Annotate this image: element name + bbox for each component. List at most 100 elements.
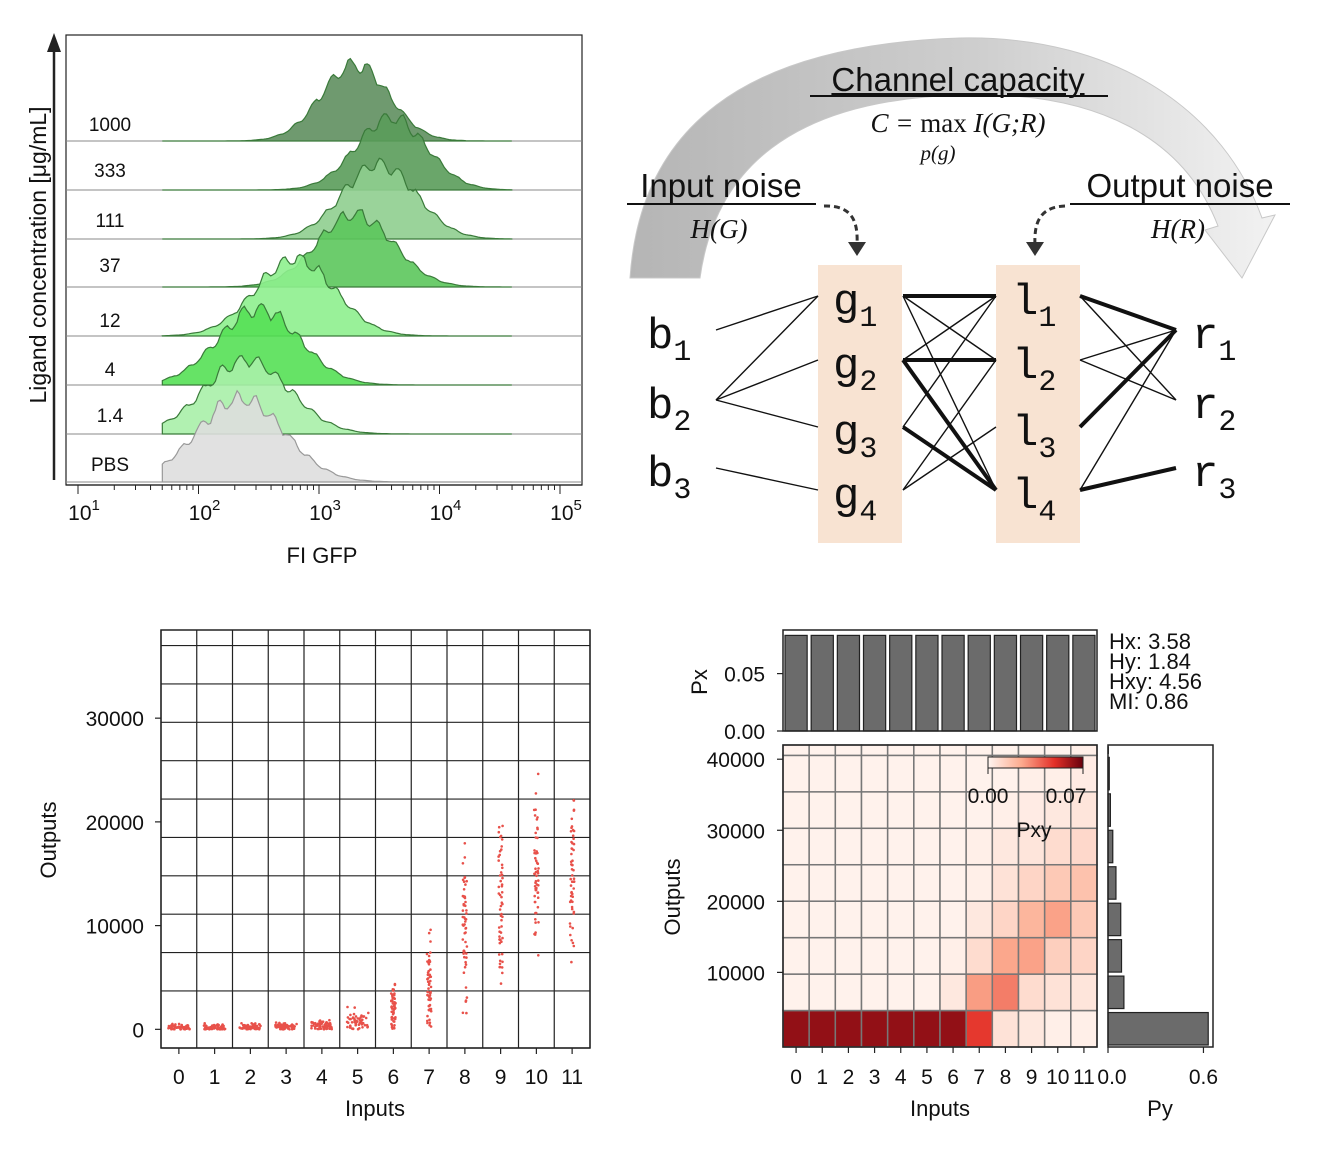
scatter-point [535,874,538,878]
scatter-x-tick-label: 7 [423,1066,435,1089]
scatter-point [499,871,503,874]
scatter-grid [160,630,591,1049]
scatter-point [498,962,502,966]
heatmap-cell [939,936,967,975]
scatter-point [535,861,539,865]
scatter-point [426,977,429,981]
output-noise-entropy: H(R) [1150,214,1205,244]
heatmap-cell [991,744,1020,757]
scatter-point [464,927,467,930]
formula-op: max [920,108,967,138]
scatter-point [500,918,503,922]
heatmap-cell [1070,900,1098,939]
scatter-point [310,1026,313,1030]
scatter-point [462,895,466,898]
heatmap-cell [860,900,889,939]
scatter-point [462,971,466,974]
g-layer-box [818,265,902,543]
node-base: b [647,312,673,362]
scatter-point [533,851,536,855]
scatter-point [465,912,468,915]
ridge-label: 333 [94,161,126,182]
formula-lhs: C = [871,108,921,138]
heatmap-cell [991,827,1020,866]
network-node: l1 [1012,278,1056,336]
formula-arg: I(G;R) [973,108,1046,138]
scatter-point [203,1027,207,1031]
scatter-point [465,996,469,999]
formula-subscript: p(g) [919,141,956,165]
heatmap-x-tick-label: 3 [869,1066,881,1089]
scatter-point [465,956,468,959]
scatter-point [203,1022,206,1025]
scatter-point [500,966,504,969]
scatter-point [500,895,503,899]
scatter-point [202,1024,206,1027]
heatmap-cell [1070,827,1098,866]
scatter-point [533,849,536,852]
network-node: b2 [647,382,691,440]
heatmap-cell [991,973,1020,1012]
heatmap-cell [1017,827,1046,866]
scatter-point [501,936,504,940]
scatter-point [464,986,468,989]
scatter-point [572,842,576,846]
network-edge [902,295,997,428]
heatmap-cell [834,1009,863,1048]
py-x-tick-label: 0.0 [1097,1066,1126,1089]
heatmap-cell [886,744,915,757]
heatmap-x-tick-label: 2 [843,1066,855,1089]
heatmap-cell [1017,936,1046,975]
scatter-point [244,1024,247,1027]
scatter-point [461,878,465,882]
scatter-point [463,842,467,845]
network-edge [1079,295,1177,401]
scatter-point [392,1020,395,1023]
scatter-point [571,900,574,904]
scatter-point [536,836,539,840]
scatter-point [500,912,503,916]
scatter-point [280,1025,284,1029]
ridge-label: 1000 [89,115,131,136]
scatter-point [498,959,502,963]
scatter-point [464,920,467,923]
scatter-point [500,952,504,956]
heatmap-x-tick-label: 9 [1026,1066,1038,1089]
heatmap-cell [834,900,863,939]
scatter-point [315,1023,318,1027]
scatter-point [465,952,468,955]
px-bar [836,634,861,732]
scatter-point [392,1004,396,1008]
scatter-point [361,1026,364,1029]
heatmap-cell [886,863,915,902]
ridge-label: 111 [96,211,125,232]
py-label: Py [1147,1096,1173,1121]
heatmap-cell [939,754,967,793]
node-base: l [1012,342,1038,392]
heatmap-cell [808,754,837,793]
scatter-point [536,772,540,776]
scatter-point [293,1025,297,1028]
scatter-point [571,834,575,837]
scatter-y-tick-label: 20000 [86,812,144,835]
scatter-point [427,1008,431,1012]
scatter-point [536,871,540,875]
scatter-point [497,885,501,889]
scatter-point [498,935,501,938]
node-base: b [647,450,673,500]
scatter-point [500,873,504,877]
scatter-point [501,915,504,919]
heatmap-cell [860,936,889,975]
px-axis: 0.00 0.05 [724,664,783,744]
heatmap-cell [834,754,863,793]
scatter-point [570,939,573,942]
heatmap-cell [913,936,941,975]
ridge-label: PBS [91,455,129,476]
scatter-point [498,938,501,941]
scatter-point [569,933,572,937]
scatter-point [498,930,501,933]
scatter-point [533,932,536,936]
network-edge [1079,466,1177,492]
heatmap-x-tick-label: 8 [1000,1066,1012,1089]
